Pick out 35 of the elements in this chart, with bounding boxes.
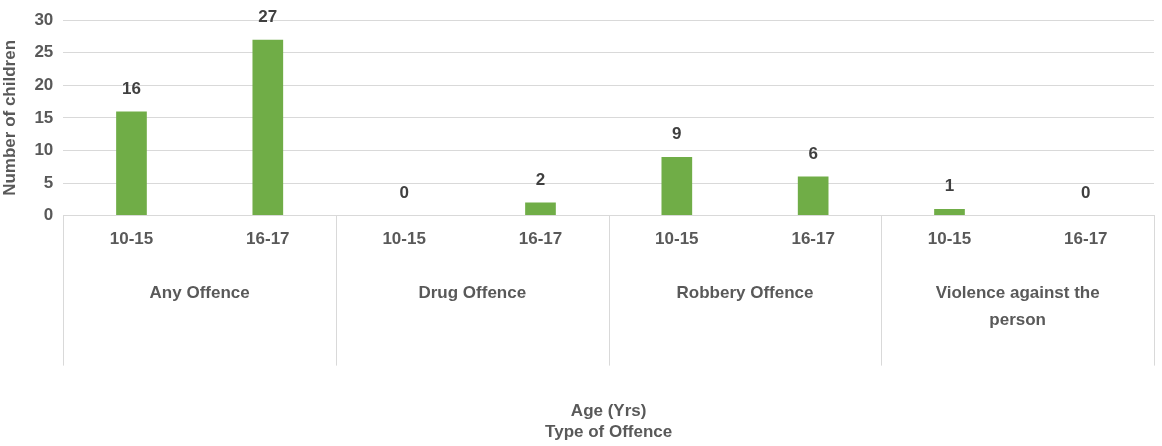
y-tick-label: 30 (34, 9, 54, 29)
bar (525, 202, 556, 216)
x-tick-label: 16-17 (518, 229, 563, 249)
data-label: 1 (944, 176, 955, 196)
x-tick-label: 16-17 (791, 229, 835, 249)
data-label: 6 (808, 143, 818, 163)
y-tick-label: 20 (34, 75, 54, 95)
x-tick-label: 10-15 (382, 229, 426, 249)
data-label: 27 (258, 6, 278, 26)
y-tick-label: 25 (34, 42, 54, 62)
y-tick-label: 10 (34, 140, 54, 160)
data-label: 16 (122, 78, 141, 98)
text: Age (Yrs) Type of Offence (545, 400, 673, 441)
x-tick-label: 10-15 (109, 229, 154, 249)
bar (934, 209, 965, 216)
data-label: 2 (535, 169, 546, 189)
bar (661, 156, 693, 216)
bar (797, 176, 829, 216)
text: Any Offence (149, 283, 250, 303)
y-tick-label: 15 (34, 107, 54, 127)
bar (252, 39, 284, 216)
x-tick-label: 16-17 (246, 229, 290, 249)
x-tick-label: 10-15 (655, 229, 699, 249)
data-label: 0 (399, 182, 409, 202)
text: Violence against the person (935, 283, 1100, 330)
y-axis-title: Number of children (0, 39, 19, 196)
x-tick-label: 16-17 (1064, 229, 1108, 249)
data-label: 0 (1081, 182, 1091, 202)
y-tick-label: 0 (43, 205, 54, 225)
x-tick-label: 10-15 (927, 229, 972, 249)
bar (116, 111, 147, 216)
text: Robbery Offence (676, 283, 814, 303)
text: Drug Offence (418, 283, 527, 303)
data-label: 9 (672, 124, 682, 144)
y-tick-label: 5 (43, 172, 54, 192)
